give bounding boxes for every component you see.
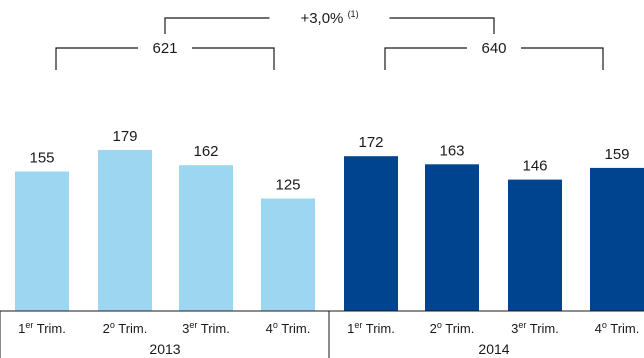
year-label-2013: 2013 bbox=[149, 341, 180, 357]
data-label-2013-q3: 162 bbox=[193, 143, 218, 160]
data-label-2014-q3: 146 bbox=[522, 158, 547, 175]
category-label-2014-q4: 4o Trim. bbox=[595, 320, 640, 336]
bracket-2014 bbox=[384, 47, 604, 70]
total-brackets: 621 640 +3,0% (1) bbox=[55, 9, 604, 70]
change-label: +3,0% (1) bbox=[300, 9, 358, 27]
change-footnote: (1) bbox=[348, 9, 359, 19]
category-label-2014-q2: 2o Trim. bbox=[430, 320, 475, 336]
total-label-2013: 621 bbox=[152, 40, 177, 57]
bar-2013-q1 bbox=[15, 171, 69, 311]
data-label-2013-q4: 125 bbox=[275, 177, 300, 194]
bar-2013-q2 bbox=[98, 149, 152, 311]
bar-2014-q4 bbox=[590, 167, 644, 311]
total-label-2014: 640 bbox=[481, 40, 506, 57]
x-axis: 1er Trim. 2o Trim. 3er Trim. 4o Trim. 2013 1e… bbox=[0, 310, 644, 358]
bar-2014-q1 bbox=[344, 156, 398, 311]
category-label-2014-q3: 3er Trim. bbox=[511, 320, 559, 336]
category-label-2013-q4: 4o Trim. bbox=[266, 320, 311, 336]
year-label-2014: 2014 bbox=[478, 341, 509, 357]
bracket-2013 bbox=[55, 47, 275, 70]
data-label-2014-q1: 172 bbox=[358, 134, 383, 151]
data-label-2013-q2: 179 bbox=[112, 128, 137, 145]
category-label-2014-q1: 1er Trim. bbox=[347, 320, 395, 336]
bar-2014-q2 bbox=[425, 164, 479, 311]
category-label-2013-q3: 3er Trim. bbox=[182, 320, 230, 336]
bar-2014-q3 bbox=[508, 179, 562, 311]
category-label-2013-q2: 2o Trim. bbox=[103, 320, 148, 336]
data-label-2014-q2: 163 bbox=[439, 142, 464, 159]
bar-2013-q4 bbox=[261, 198, 315, 311]
data-label-2013-q1: 155 bbox=[29, 150, 54, 167]
label-band-2014 bbox=[344, 311, 644, 358]
category-label-2013-q1: 1er Trim. bbox=[18, 320, 66, 336]
data-label-2014-q4: 159 bbox=[604, 146, 629, 163]
change-bracket bbox=[164, 17, 495, 34]
bars: 155 179 162 125 172 163 146 159 bbox=[15, 128, 644, 311]
bar-2013-q3 bbox=[179, 165, 233, 311]
